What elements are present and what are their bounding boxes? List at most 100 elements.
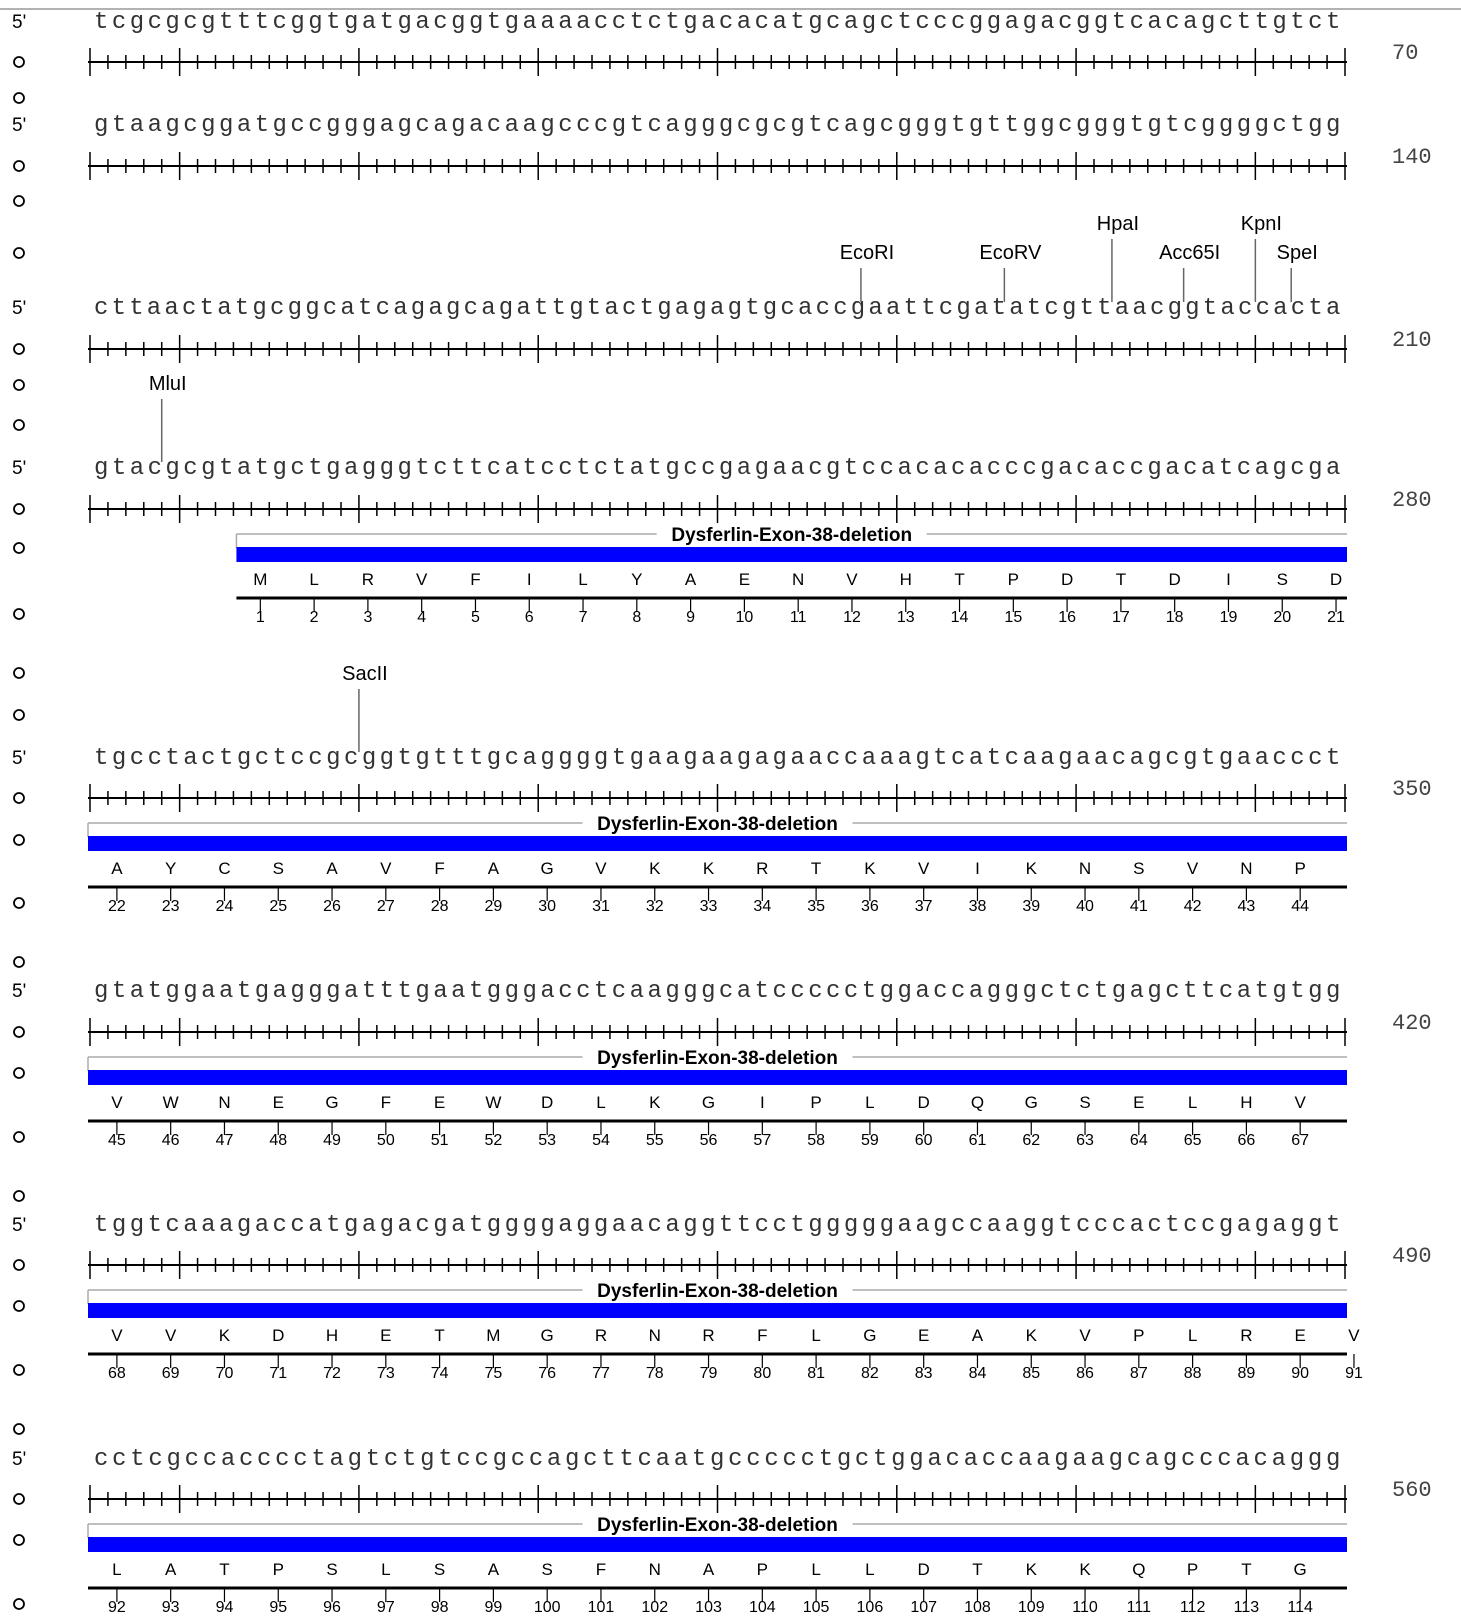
strand-marker-icon <box>13 56 25 68</box>
sequence-text[interactable]: tcgcgcgtttcggtgatgacggtgaaaacctctgacacat… <box>94 9 1343 36</box>
enzyme-label-sacii[interactable]: SacII <box>342 663 388 685</box>
amino-acid: N <box>649 1560 661 1579</box>
amino-acid: T <box>434 1326 444 1345</box>
amino-acid-number: 39 <box>1022 898 1040 915</box>
amino-acid-number: 89 <box>1237 1365 1255 1382</box>
amino-acid-number: 35 <box>807 898 825 915</box>
amino-acid-number: 65 <box>1184 1132 1202 1149</box>
amino-acid-number: 26 <box>323 898 341 915</box>
amino-acid: V <box>918 859 930 878</box>
amino-acid-number: 108 <box>964 1599 991 1616</box>
amino-acid-number: 49 <box>323 1132 341 1149</box>
strand-marker-icon <box>13 792 25 804</box>
amino-acid-number: 102 <box>641 1599 668 1616</box>
amino-acid: L <box>1188 1093 1197 1112</box>
amino-acid: L <box>112 1560 121 1579</box>
amino-acid-number: 114 <box>1287 1599 1313 1616</box>
amino-acid: P <box>273 1560 284 1579</box>
amino-acid: L <box>309 570 318 589</box>
strand-marker-icon <box>13 834 25 846</box>
sequence-position-number: 560 <box>1392 1478 1432 1503</box>
amino-acid-number: 16 <box>1058 609 1076 626</box>
amino-acid-number: 3 <box>363 609 372 626</box>
amino-acid: E <box>273 1093 284 1112</box>
amino-acid-number: 109 <box>1018 1599 1045 1616</box>
sequence-text[interactable]: cttaactatgcggcatcagagcagattgtactgagagtgc… <box>94 295 1343 322</box>
amino-acid: P <box>1008 570 1019 589</box>
amino-acid-number: 15 <box>1004 609 1022 626</box>
sequence-text[interactable]: gtaagcggatgccgggagcagacaagcccgtcagggcgcg… <box>94 112 1343 139</box>
strand-marker-icon <box>13 1534 25 1546</box>
feature-bar[interactable] <box>88 1537 1347 1552</box>
enzyme-label-hpai[interactable]: HpaI <box>1097 213 1139 235</box>
enzyme-label-mlui[interactable]: MluI <box>149 373 187 395</box>
amino-acid-number: 7 <box>579 609 588 626</box>
strand-marker-icon <box>13 379 25 391</box>
enzyme-label-ecorv[interactable]: EcoRV <box>979 242 1042 264</box>
amino-acid: F <box>596 1560 606 1579</box>
amino-acid: P <box>1295 859 1306 878</box>
amino-acid: V <box>416 570 428 589</box>
amino-acid-number: 42 <box>1184 898 1202 915</box>
amino-acid-number: 80 <box>753 1365 771 1382</box>
amino-acid: V <box>380 859 392 878</box>
amino-acid: L <box>596 1093 605 1112</box>
feature-label[interactable]: Dysferlin-Exon-38-deletion <box>597 814 838 835</box>
feature-bar[interactable] <box>88 836 1347 851</box>
strand-marker-icon <box>13 542 25 554</box>
feature-bar[interactable] <box>88 1303 1347 1318</box>
amino-acid-number: 6 <box>525 609 534 626</box>
amino-acid: A <box>165 1560 177 1579</box>
amino-acid: K <box>1026 1326 1038 1345</box>
enzyme-label-acc65i[interactable]: Acc65I <box>1159 242 1220 264</box>
feature-label[interactable]: Dysferlin-Exon-38-deletion <box>597 1281 838 1302</box>
enzyme-label-kpni[interactable]: KpnI <box>1241 213 1282 235</box>
sequence-text[interactable]: gtacgcgtatgctgagggtcttcatcctctatgccgagaa… <box>94 455 1343 482</box>
sequence-text[interactable]: tgcctactgctccgcggtgtttgcaggggtgaagaagaga… <box>94 745 1343 772</box>
feature-label[interactable]: Dysferlin-Exon-38-deletion <box>597 1048 838 1069</box>
amino-acid: N <box>1079 859 1091 878</box>
amino-acid-number: 64 <box>1130 1132 1148 1149</box>
amino-acid-number: 54 <box>592 1132 610 1149</box>
amino-acid: R <box>756 859 768 878</box>
amino-acid-number: 67 <box>1291 1132 1309 1149</box>
enzyme-label-spei[interactable]: SpeI <box>1277 242 1318 264</box>
sequence-text[interactable]: tggtcaaagaccatgagacgatggggaggaacaggttcct… <box>94 1212 1343 1239</box>
amino-acid: A <box>488 859 500 878</box>
feature-label[interactable]: Dysferlin-Exon-38-deletion <box>597 1515 838 1536</box>
amino-acid-number: 27 <box>377 898 395 915</box>
amino-acid: T <box>954 570 964 589</box>
strand-label: 5' <box>12 115 26 136</box>
strand-marker-icon <box>13 1598 25 1610</box>
amino-acid: L <box>578 570 587 589</box>
amino-acid: V <box>1295 1093 1307 1112</box>
amino-acid: L <box>811 1560 820 1579</box>
strand-marker-icon <box>13 343 25 355</box>
amino-acid: W <box>485 1093 501 1112</box>
amino-acid: S <box>273 859 284 878</box>
strand-marker-icon <box>13 1423 25 1435</box>
strand-marker-icon <box>13 1364 25 1376</box>
sequence-text[interactable]: cctcgccacccctagtctgtccgccagcttcaatgccccc… <box>94 1446 1343 1473</box>
feature-bar[interactable] <box>236 547 1347 562</box>
amino-acid-number: 48 <box>269 1132 287 1149</box>
amino-acid: G <box>541 1326 554 1345</box>
amino-acid: S <box>1133 859 1144 878</box>
amino-acid: V <box>846 570 858 589</box>
amino-acid: E <box>434 1093 445 1112</box>
amino-acid: K <box>1026 1560 1038 1579</box>
amino-acid-number: 85 <box>1022 1365 1040 1382</box>
amino-acid-number: 91 <box>1345 1365 1363 1382</box>
sequence-text[interactable]: gtatggaatgagggatttgaatgggacctcaagggcatcc… <box>94 978 1343 1005</box>
amino-acid: L <box>865 1093 874 1112</box>
amino-acid: K <box>649 859 661 878</box>
amino-acid: F <box>381 1093 391 1112</box>
feature-label[interactable]: Dysferlin-Exon-38-deletion <box>671 525 912 546</box>
feature-bar[interactable] <box>88 1070 1347 1085</box>
amino-acid-number: 86 <box>1076 1365 1094 1382</box>
amino-acid-number: 51 <box>431 1132 449 1149</box>
strand-marker-icon <box>13 1300 25 1312</box>
enzyme-label-ecori[interactable]: EcoRI <box>840 242 894 264</box>
amino-acid-number: 5 <box>471 609 480 626</box>
amino-acid-number: 92 <box>108 1599 126 1616</box>
